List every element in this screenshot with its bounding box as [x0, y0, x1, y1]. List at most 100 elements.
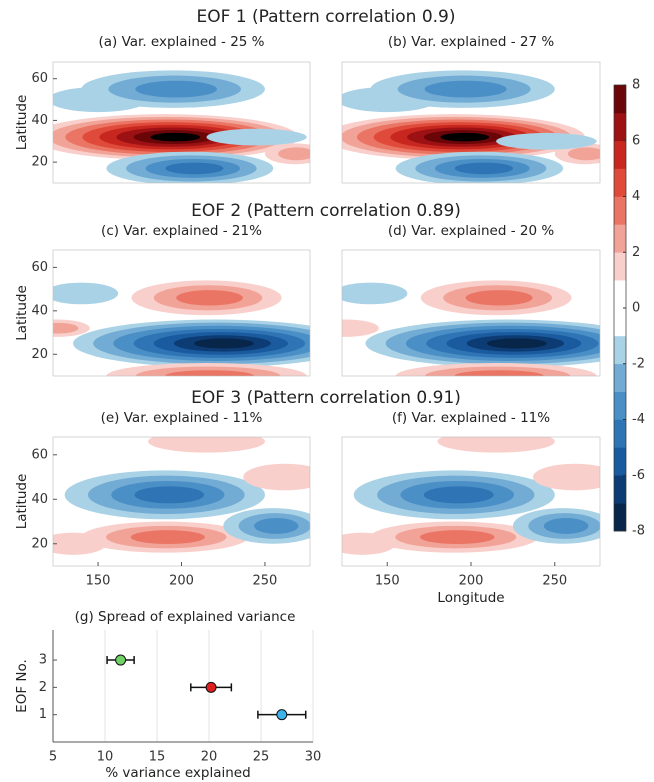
- point: [115, 654, 127, 666]
- colorbar-band: [614, 503, 626, 532]
- contour-level: [496, 132, 597, 150]
- panel-title: (d) Var. explained - 20 %: [388, 223, 555, 239]
- x-tick-label: 30: [305, 750, 322, 765]
- row-title: EOF 1 (Pattern correlation 0.9): [196, 7, 455, 27]
- colorbar-band: [614, 308, 626, 337]
- contour-field: [342, 280, 600, 376]
- panel-title: (c) Var. explained - 21%: [101, 223, 262, 239]
- y-tick-label: 1: [39, 707, 47, 722]
- contour-level: [454, 162, 514, 175]
- contour-level: [543, 518, 589, 534]
- colorbar-band: [614, 335, 626, 365]
- contour-level: [150, 132, 201, 142]
- x-tick-label: 15: [149, 750, 166, 765]
- colorbar-band: [614, 85, 626, 114]
- colorbar-band: [614, 475, 626, 504]
- contour-level: [423, 486, 494, 504]
- contour-level: [424, 80, 507, 98]
- y-label: Latitude: [14, 285, 30, 341]
- y-tick-label: 40: [31, 113, 48, 128]
- colorbar-band: [614, 168, 626, 197]
- y-tick-label: 40: [31, 303, 48, 318]
- point: [205, 681, 217, 693]
- colorbar-tick-label: -8: [632, 524, 645, 539]
- contour-level: [465, 290, 533, 306]
- y-tick-label: 40: [31, 492, 48, 507]
- y-label: Latitude: [14, 474, 30, 530]
- colorbar-band: [614, 280, 626, 309]
- contour-level: [532, 463, 600, 491]
- contour-level: [567, 147, 600, 161]
- colorbar-tick-label: -6: [632, 468, 645, 483]
- row-title: EOF 3 (Pattern correlation 0.91): [191, 388, 461, 408]
- contour-level: [134, 486, 205, 504]
- colorbar-band: [614, 252, 626, 281]
- contour-level: [130, 530, 205, 545]
- x-tick-label: 150: [375, 574, 400, 589]
- panel-title: (e) Var. explained - 11%: [101, 410, 263, 426]
- chart-title: (g) Spread of explained variance: [75, 609, 296, 625]
- colorbar-band: [614, 224, 626, 253]
- contour-field: [53, 280, 310, 376]
- contour-level: [176, 290, 243, 306]
- x-tick-label: 150: [86, 574, 111, 589]
- panel-frame: [341, 249, 601, 377]
- contour-level: [342, 319, 379, 337]
- y-label: Latitude: [14, 95, 30, 151]
- y-tick-label: 20: [31, 155, 48, 170]
- colorbar-tick-label: 2: [632, 245, 640, 260]
- contour-level: [165, 370, 255, 376]
- panel-frame: [52, 249, 311, 377]
- contour-level: [53, 322, 79, 334]
- contour-level: [342, 282, 408, 305]
- y-tick-label: 60: [31, 447, 48, 462]
- row-title: EOF 2 (Pattern correlation 0.89): [191, 201, 461, 221]
- contour-level: [254, 518, 299, 534]
- contour-level: [486, 338, 547, 349]
- panel-title: (a) Var. explained - 25 %: [98, 34, 264, 50]
- colorbar-band: [614, 112, 626, 142]
- y-label: EOF No.: [14, 659, 30, 713]
- y-tick-label: 20: [31, 536, 48, 551]
- contour-level: [206, 128, 307, 146]
- contour-level: [135, 80, 217, 98]
- x-tick-label: 200: [169, 574, 194, 589]
- contour-field: [53, 437, 310, 555]
- contour-level: [243, 463, 310, 491]
- colorbar-band: [614, 391, 626, 420]
- panel-title: (b) Var. explained - 27 %: [388, 34, 555, 50]
- x-tick-label: 5: [49, 750, 57, 765]
- contour-level: [420, 530, 495, 545]
- x-tick-label: 250: [542, 574, 567, 589]
- y-tick-label: 3: [39, 653, 47, 668]
- x-tick-label: 20: [201, 750, 218, 765]
- colorbar-tick-label: 0: [632, 301, 640, 316]
- x-tick-label: 10: [97, 750, 114, 765]
- point: [276, 709, 288, 721]
- colorbar-tick-label: 8: [632, 78, 640, 93]
- x-label: % variance explained: [105, 765, 250, 781]
- contour-field: [53, 70, 310, 183]
- x-tick-label: 200: [459, 574, 484, 589]
- colorbar-band: [614, 196, 626, 225]
- y-tick-label: 60: [31, 260, 48, 275]
- colorbar-band: [614, 419, 626, 448]
- y-tick-label: 2: [39, 680, 47, 695]
- contour-level: [440, 132, 490, 142]
- x-label: Longitude: [437, 590, 504, 606]
- y-tick-label: 20: [31, 347, 48, 362]
- y-tick-label: 60: [31, 71, 48, 86]
- contour-level: [342, 532, 396, 555]
- colorbar-tick-label: 6: [632, 133, 640, 148]
- contour-level: [53, 282, 119, 305]
- contour-level: [194, 338, 254, 349]
- contour-level: [437, 437, 555, 453]
- colorbar-band: [614, 447, 626, 476]
- panel-frame: [52, 61, 311, 184]
- x-tick-label: 25: [253, 750, 270, 765]
- panel-title: (f) Var. explained - 11%: [392, 410, 550, 426]
- colorbar-tick-label: -4: [632, 412, 645, 427]
- contour-level: [278, 147, 310, 161]
- colorbar-tick-label: -2: [632, 356, 645, 371]
